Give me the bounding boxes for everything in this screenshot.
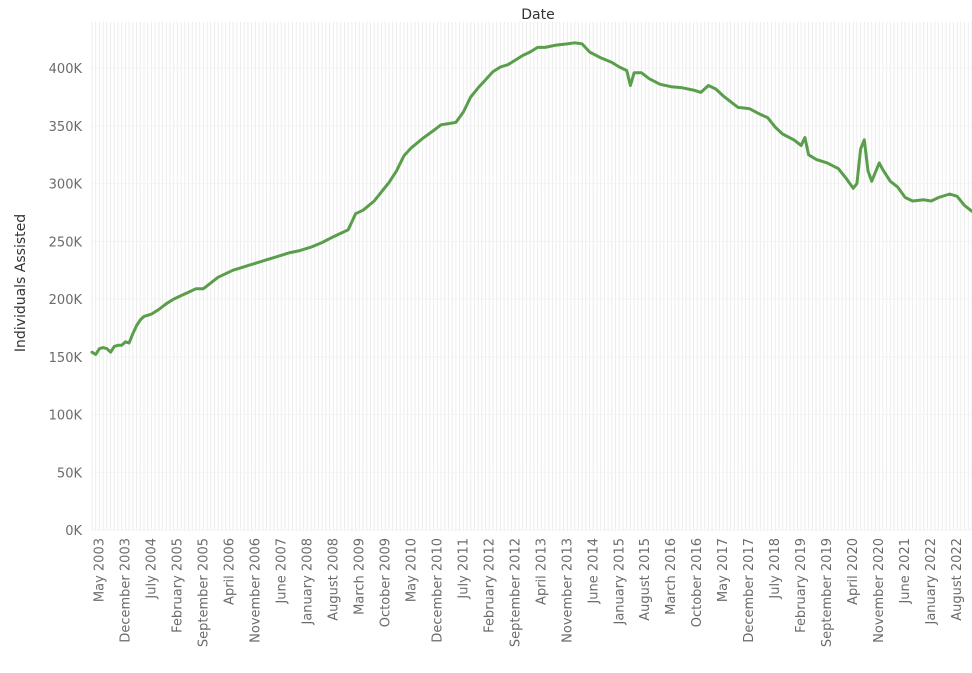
x-tick-label: July 2004 (144, 538, 159, 600)
x-tick-label: December 2003 (118, 538, 133, 643)
x-tick-label: February 2005 (170, 538, 185, 633)
x-tick-label: January 2008 (300, 538, 315, 626)
x-tick-label: December 2010 (430, 538, 445, 643)
x-tick-label: August 2015 (638, 538, 653, 621)
x-tick-label: February 2012 (482, 538, 497, 633)
y-tick-label: 100K (49, 409, 83, 424)
x-tick-label: June 2014 (586, 538, 601, 605)
x-tick-label: January 2022 (924, 538, 939, 626)
x-tick-label: November 2006 (248, 538, 263, 643)
series-line (90, 41, 972, 356)
x-tick-label: November 2020 (872, 538, 887, 643)
x-tick-label: December 2017 (742, 538, 757, 643)
x-tick-label: March 2016 (664, 538, 679, 615)
y-axis-title: Individuals Assisted (13, 214, 29, 352)
x-tick-label: February 2019 (794, 538, 809, 633)
x-axis-title: Date (521, 7, 554, 23)
x-tick-label: April 2020 (846, 538, 861, 605)
x-tick-label: October 2016 (690, 538, 705, 627)
x-tick-label: January 2015 (612, 538, 627, 626)
x-tick-label: May 2010 (404, 538, 419, 602)
x-tick-label: June 2007 (274, 538, 289, 605)
horizontal-gridlines (92, 67, 972, 531)
x-tick-label: May 2003 (92, 538, 107, 602)
x-tick-label: June 2021 (898, 538, 913, 605)
y-tick-label: 400K (49, 62, 83, 77)
x-tick-label: April 2006 (222, 538, 237, 605)
y-tick-label: 200K (49, 293, 83, 308)
y-tick-label: 350K (49, 120, 83, 135)
x-tick-label: August 2008 (326, 538, 341, 621)
x-axis-ticks: May 2003 December 2003 July 2004 February 2… (92, 538, 965, 647)
x-tick-label: October 2009 (378, 538, 393, 627)
vertical-gridlines (91, 22, 972, 530)
y-tick-label: 0K (65, 524, 82, 539)
y-tick-label: 50K (57, 466, 83, 481)
x-tick-label: November 2013 (560, 538, 575, 643)
x-tick-label: September 2005 (196, 538, 211, 647)
series-group (90, 41, 972, 356)
y-axis-ticks: 0K 50K 100K 150K 200K 250K 300K 350K 400K (49, 62, 83, 539)
x-tick-label: July 2018 (768, 538, 783, 600)
x-tick-label: April 2013 (534, 538, 549, 605)
x-tick-label: August 2022 (950, 538, 965, 621)
y-tick-label: 150K (49, 351, 83, 366)
x-tick-label: September 2012 (508, 538, 523, 647)
y-tick-label: 250K (49, 235, 83, 250)
x-tick-label: March 2009 (352, 538, 367, 615)
x-tick-label: May 2017 (716, 538, 731, 602)
x-tick-label: July 2011 (456, 538, 471, 600)
x-tick-label: September 2019 (820, 538, 835, 647)
y-tick-label: 300K (49, 178, 83, 193)
